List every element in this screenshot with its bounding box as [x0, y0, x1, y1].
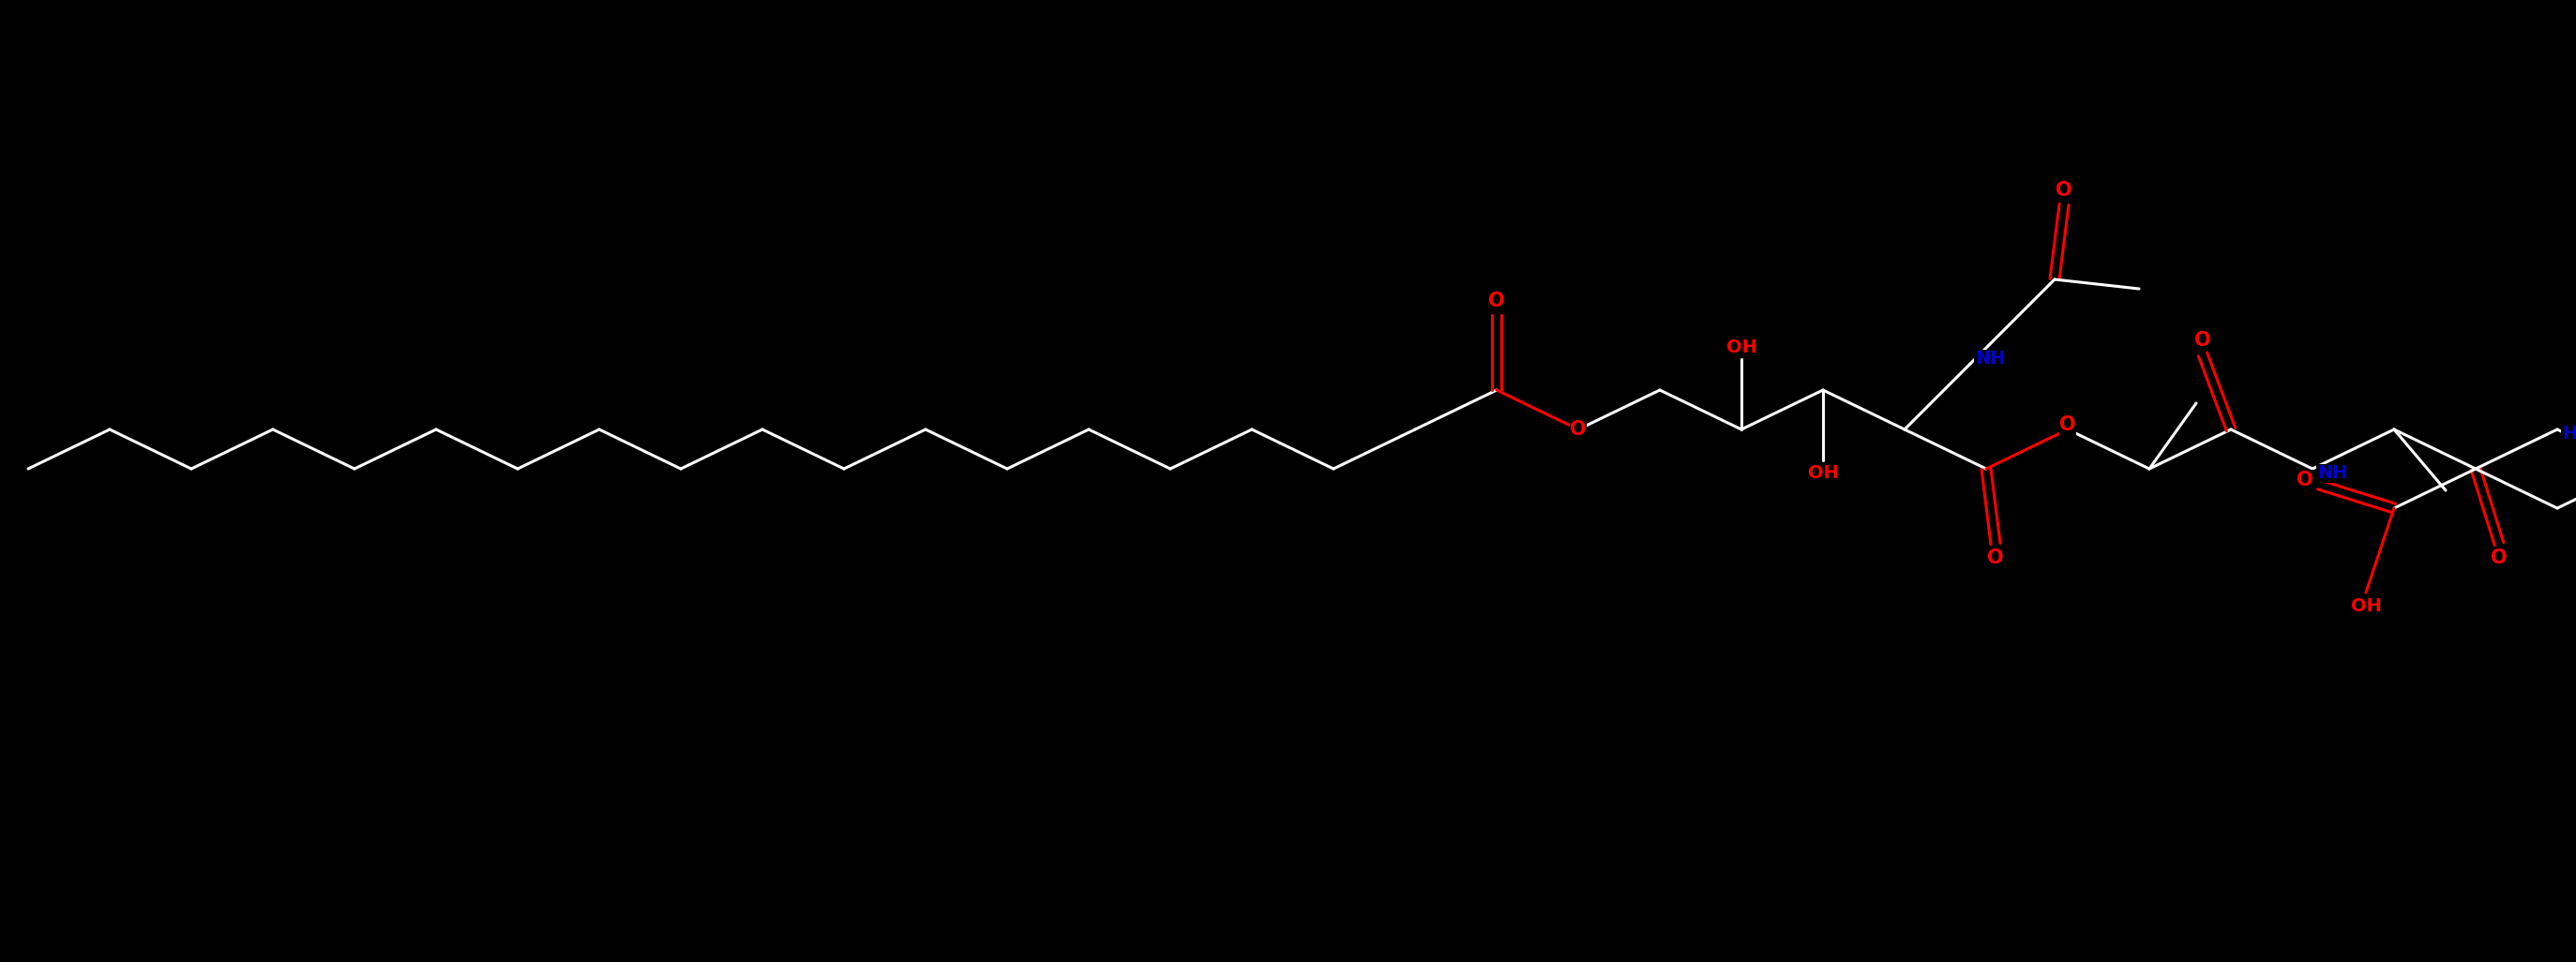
Text: HN: HN: [2563, 425, 2576, 443]
Text: OH: OH: [1808, 464, 1839, 481]
Text: O: O: [1489, 291, 1504, 311]
Text: O: O: [2491, 548, 2506, 568]
Text: O: O: [2195, 331, 2210, 350]
Text: OH: OH: [1726, 338, 1757, 356]
Text: O: O: [2056, 181, 2071, 200]
Text: O: O: [1986, 548, 2004, 568]
Text: NH: NH: [1976, 350, 2004, 368]
Text: OH: OH: [2349, 597, 2380, 616]
Text: O: O: [1569, 420, 1587, 439]
Text: O: O: [2058, 416, 2076, 434]
Text: NH: NH: [2318, 465, 2347, 482]
Text: O: O: [2298, 470, 2313, 490]
